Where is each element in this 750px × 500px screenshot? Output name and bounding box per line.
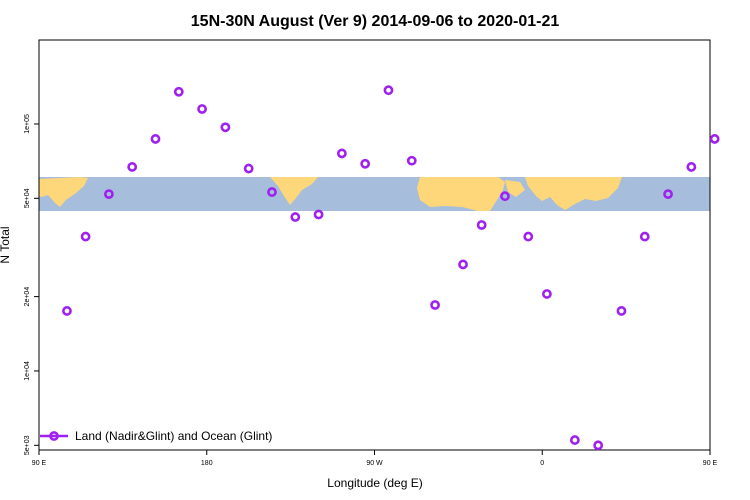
data-point xyxy=(542,289,552,299)
data-point xyxy=(686,162,697,172)
x-tick-label: 180 xyxy=(201,460,213,467)
y-tick-label: 5e+04 xyxy=(24,188,31,208)
y-tick-label: 2e+04 xyxy=(24,287,31,307)
data-point xyxy=(127,162,138,172)
y-tick-label: 1e+04 xyxy=(24,361,31,381)
legend: Land (Nadir&Glint) and Ocean (Glint) xyxy=(40,429,272,443)
data-point xyxy=(406,155,417,166)
legend-label: Land (Nadir&Glint) and Ocean (Glint) xyxy=(75,429,272,443)
world-map-strip xyxy=(39,177,710,211)
land-africa xyxy=(417,177,505,211)
data-point xyxy=(383,85,394,96)
data-point xyxy=(458,259,468,270)
data-point xyxy=(430,300,440,310)
data-point xyxy=(476,220,487,230)
x-tick-label: 90 E xyxy=(32,460,47,467)
data-point xyxy=(313,209,324,220)
data-point xyxy=(173,86,184,97)
x-axis-label: Longitude (deg E) xyxy=(327,476,422,490)
data-point xyxy=(267,187,277,197)
data-point xyxy=(616,306,627,316)
data-point xyxy=(103,189,114,200)
y-tick-label: 1e+05 xyxy=(24,114,31,134)
data-point xyxy=(639,231,650,242)
data-point xyxy=(150,134,161,144)
data-point xyxy=(197,104,207,114)
y-axis-label: N Total xyxy=(0,226,12,263)
data-point xyxy=(243,163,254,174)
data-point xyxy=(360,158,371,169)
data-points xyxy=(62,85,720,451)
data-point xyxy=(523,231,534,242)
land-arabia xyxy=(505,180,525,197)
x-tick-label: 0 xyxy=(540,460,544,467)
x-tick-label: 90 E xyxy=(703,460,718,467)
data-point xyxy=(80,231,91,242)
data-point xyxy=(663,189,673,200)
x-tick-label: 90 W xyxy=(366,460,383,467)
plot-frame xyxy=(38,39,711,451)
data-point xyxy=(62,306,72,316)
data-point xyxy=(336,148,347,159)
land-asia xyxy=(525,177,622,210)
land-south-asia xyxy=(39,177,88,207)
data-point xyxy=(290,212,301,222)
data-point xyxy=(220,122,231,133)
legend-marker-icon xyxy=(49,431,59,441)
data-point xyxy=(593,440,604,451)
x-axis: 90 E 180 90 W 0 90 E xyxy=(32,450,718,467)
data-point xyxy=(569,435,580,445)
land-north-america xyxy=(270,177,318,205)
y-axis: 5e+03 1e+04 2e+04 5e+04 1e+05 xyxy=(24,114,39,455)
y-tick-label: 5e+03 xyxy=(24,435,31,455)
chart-title: 15N-30N August (Ver 9) 2014-09-06 to 202… xyxy=(191,13,560,30)
data-point xyxy=(500,191,510,202)
data-point xyxy=(709,134,720,144)
